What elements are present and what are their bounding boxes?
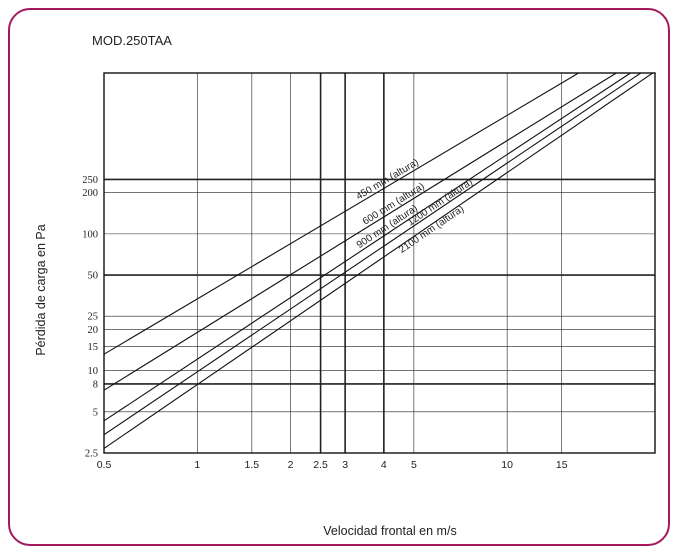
series-line [103, 72, 642, 436]
series-line [103, 72, 631, 422]
y-tick-label: 250 [82, 175, 98, 186]
y-tick-label: 100 [82, 229, 98, 240]
y-axis-label: Pérdida de carga en Pa [34, 224, 48, 355]
x-tick-label: 1.5 [245, 459, 260, 471]
series-line [103, 72, 654, 449]
y-tick-label: 10 [88, 366, 99, 377]
x-axis-label: Velocidad frontal en m/s [323, 524, 456, 538]
x-tick-label: 0.5 [97, 459, 112, 471]
series-line [103, 72, 579, 355]
y-tick-label: 2.5 [85, 449, 98, 460]
y-tick-label: 8 [93, 379, 98, 390]
x-tick-label: 1 [194, 459, 200, 471]
x-tick-label: 15 [556, 459, 568, 471]
y-tick-label: 200 [82, 188, 98, 199]
x-tick-label: 2 [288, 459, 294, 471]
y-tick-label: 50 [88, 271, 99, 282]
x-tick-label: 3 [342, 459, 348, 471]
y-tick-label: 20 [88, 325, 99, 336]
x-tick-label: 4 [381, 459, 387, 471]
x-tick-label: 5 [411, 459, 417, 471]
y-tick-label: 25 [88, 312, 99, 323]
chart-title: MOD.250TAA [92, 33, 172, 48]
plot-border [103, 72, 656, 454]
y-tick-label: 5 [93, 407, 98, 418]
series-line [103, 72, 617, 391]
y-tick-label: 15 [88, 342, 99, 353]
x-tick-label: 2.5 [313, 459, 328, 471]
x-tick-label: 10 [501, 459, 513, 471]
